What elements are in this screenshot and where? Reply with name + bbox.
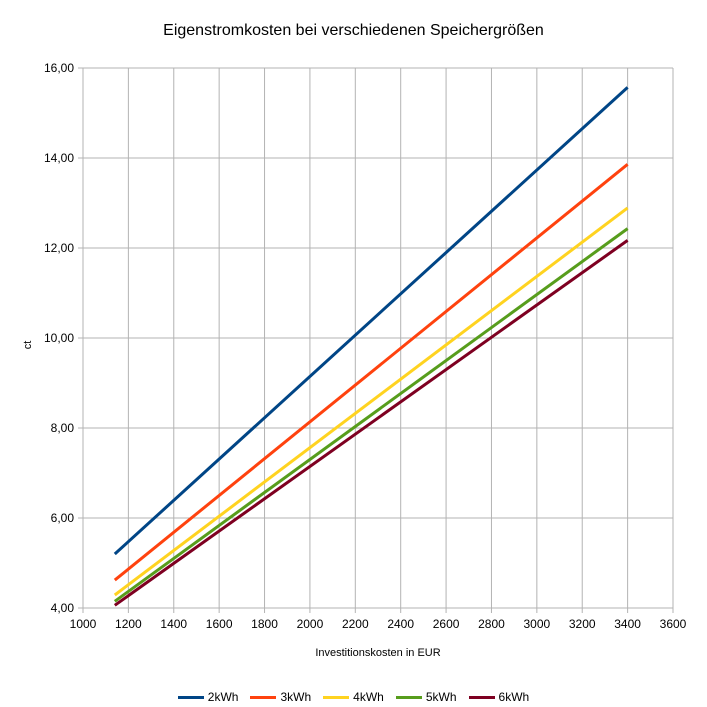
legend-label: 4kWh: [353, 690, 384, 704]
series-line-2kWh: [113, 86, 629, 556]
x-axis-label: Investitionskosten in EUR: [315, 647, 441, 659]
x-tick-label: 1200: [115, 617, 142, 631]
legend-item-3kWh: 3kWh: [250, 690, 311, 704]
y-axis-label: ct: [22, 340, 34, 350]
x-tick-label: 2000: [297, 617, 324, 631]
y-tick-label: 10,00: [44, 331, 74, 345]
legend-label: 3kWh: [280, 690, 312, 704]
x-tick-label: 2400: [387, 617, 414, 631]
x-tick-label: 1600: [206, 617, 233, 631]
legend-swatch: [177, 695, 204, 699]
x-tick-label: 3000: [523, 617, 550, 631]
series-line-3kWh: [113, 163, 629, 582]
tick-labels: 1000 1200 1400 1600 1800 2000 2200 2400 2600 2800…: [44, 61, 687, 631]
x-tick-label: 1000: [70, 617, 97, 631]
grid: [78, 67, 674, 613]
y-tick-label: 14,00: [44, 151, 74, 165]
y-tick-label: 8,00: [51, 421, 75, 435]
series-lines: [113, 86, 629, 607]
legend-swatch: [395, 695, 422, 699]
x-tick-label: 2800: [478, 617, 505, 631]
legend-label: 6kWh: [498, 690, 530, 704]
x-tick-label: 3400: [614, 617, 641, 631]
legend-label: 5kWh: [425, 690, 457, 704]
y-tick-label: 16,00: [44, 61, 74, 75]
chart-title: Eigenstromkosten bei verschiedenen Speic…: [163, 22, 544, 39]
legend-item-4kWh: 4kWh: [323, 690, 384, 704]
legend-label: 2kWh: [207, 690, 239, 704]
series-line-5kWh: [113, 227, 629, 603]
legend-item-6kWh: 6kWh: [468, 690, 530, 704]
legend-swatch: [468, 695, 495, 699]
legend-item-5kWh: 5kWh: [395, 690, 457, 704]
x-tick-label: 2600: [433, 617, 460, 631]
legend-swatch: [250, 695, 277, 699]
x-tick-label: 1400: [160, 617, 187, 631]
y-tick-label: 12,00: [44, 241, 74, 255]
y-tick-label: 4,00: [51, 601, 75, 615]
series-line-4kWh: [113, 206, 629, 597]
x-tick-label: 2200: [342, 617, 369, 631]
legend: 2kWh 3kWh 4kWh 5kWh 6kWh: [0, 690, 707, 704]
legend-item-2kWh: 2kWh: [177, 690, 239, 704]
x-tick-label: 3200: [569, 617, 596, 631]
x-tick-label: 3600: [660, 617, 687, 631]
legend-swatch: [323, 695, 350, 699]
series-line-6kWh: [113, 239, 629, 607]
y-tick-label: 6,00: [51, 511, 75, 525]
x-tick-label: 1800: [251, 617, 278, 631]
